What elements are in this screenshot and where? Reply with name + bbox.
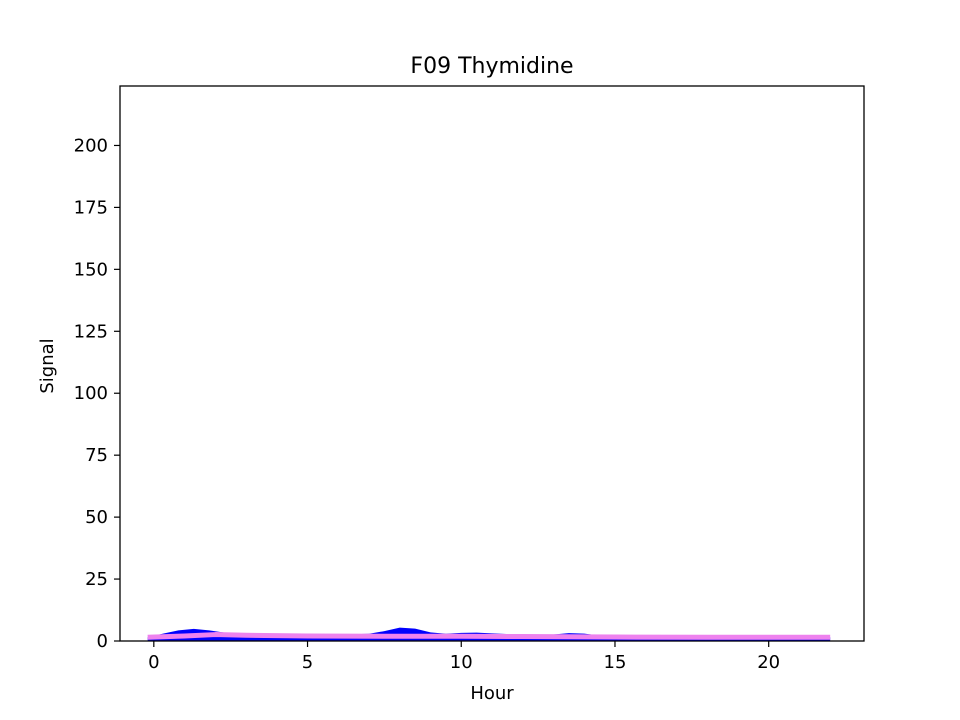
x-tick-label: 5 — [302, 652, 313, 673]
chart-title: F09 Thymidine — [410, 54, 573, 79]
y-tick-label: 25 — [85, 569, 108, 590]
y-tick-label: 150 — [74, 259, 108, 280]
axes-frame — [119, 85, 865, 642]
y-tick-label: 200 — [74, 135, 108, 156]
y-tick-label: 100 — [74, 383, 108, 404]
plot-area — [147, 627, 831, 641]
x-tick-label: 15 — [604, 652, 627, 673]
x-tick-label: 20 — [757, 652, 780, 673]
x-tick-label: 0 — [148, 652, 159, 673]
y-tick-label: 75 — [85, 445, 108, 466]
x-tick-label: 10 — [450, 652, 473, 673]
y-axis: 0 25 50 75 100 125 150 175 200 — [74, 135, 120, 652]
x-axis: 0 5 10 15 20 — [148, 641, 780, 673]
y-axis-label: Signal — [37, 338, 58, 393]
y-tick-label: 175 — [74, 197, 108, 218]
y-tick-label: 125 — [74, 321, 108, 342]
x-axis-label: Hour — [470, 683, 514, 704]
series-1-line — [147, 632, 831, 640]
y-tick-label: 0 — [97, 631, 108, 652]
y-tick-label: 50 — [85, 507, 108, 528]
